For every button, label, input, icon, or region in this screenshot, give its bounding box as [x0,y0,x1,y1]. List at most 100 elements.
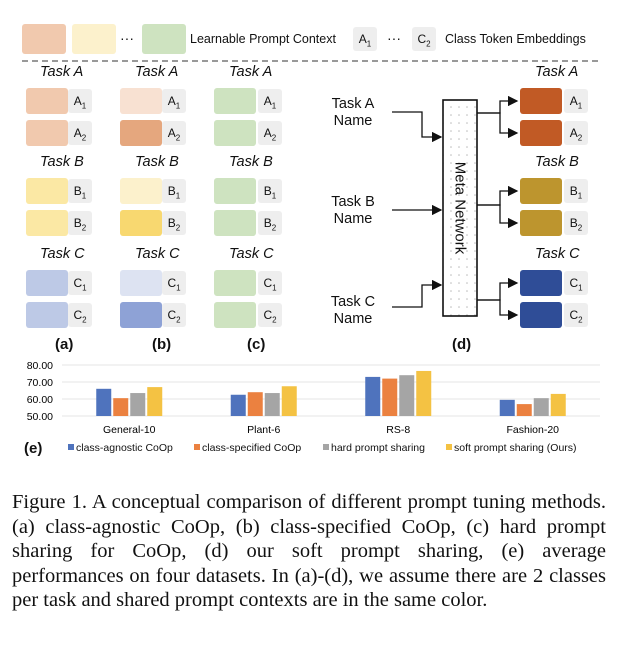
panel-d-prompt-c2 [520,302,562,328]
y-tick-label: 50.00 [27,411,53,423]
legend-divider [22,60,598,62]
token-letter: A [263,126,272,140]
token-sub: 1 [82,283,87,293]
legend-label: class-specified CoOp [202,442,302,454]
panel-b-label: (b) [152,336,172,353]
token-sub: 1 [578,283,583,293]
x-tick-label: RS-8 [386,424,410,436]
bar [399,375,415,416]
token-sub: 1 [271,191,277,201]
legend-swatch [68,444,74,450]
panel-d-task-c-label: Task C [535,246,580,262]
task-c-name-line2: Name [333,311,373,327]
token-sub: 1 [81,101,87,111]
panel-d-token-b1: B1 [564,179,588,203]
bar [499,399,515,416]
legend-swatch [323,444,329,450]
bar-chart: 80.00 70.00 60.00 50.00 General-10 Plant-6 RS-… [27,360,600,436]
token-sub: 1 [176,283,181,293]
y-tick-label: 80.00 [27,360,53,372]
token-letter: A [73,126,82,140]
meta-network-box [442,99,478,317]
legend-context-label: Learnable Prompt Context [190,32,336,46]
panel-e-label: (e) [24,440,43,457]
bar [130,393,146,416]
token-sub: 2 [272,315,277,325]
token-sub: 2 [577,133,583,143]
token-letter: B [569,216,578,230]
x-tick-label: General-10 [103,424,156,436]
legend-token-first-sub: 1 [366,39,372,49]
meta-network-diagram [392,95,519,321]
y-tick-label: 60.00 [27,394,53,406]
panel-d-token-b2: B2 [564,211,588,235]
panel-b-task-c-label: Task C [135,246,180,262]
legend-item: soft prompt sharing (Ours) [446,442,577,454]
bar [264,393,280,416]
token-letter: B [263,216,272,230]
token-sub: 2 [271,133,277,143]
legend-swatch [194,444,200,450]
token-letter: C [73,308,83,322]
panel-b-token-c2: C2 [162,303,186,327]
panel-d-task-b-label: Task B [535,154,579,170]
panel-a-label: (a) [55,336,74,353]
token-sub: 2 [82,315,87,325]
panel-d-task-a-label: Task A [535,64,579,80]
bar [365,376,381,416]
bar [247,392,263,416]
panel-b-prompt-c1 [120,270,162,296]
token-sub: 2 [578,315,583,325]
panel-c-prompt-a1 [214,88,256,114]
task-c-name: Task C Name [318,294,388,328]
y-tick-label: 70.00 [27,377,53,389]
token-letter: A [569,94,578,108]
panel-b-token-c1: C1 [162,271,186,295]
token-letter: B [569,184,578,198]
legend-token-ellipsis: ··· [387,30,401,46]
bar [113,398,129,416]
legend-ellipsis: ··· [120,30,134,46]
panel-a-token-b1: B1 [68,179,92,203]
token-letter: C [569,276,579,290]
bar [230,394,246,416]
task-a-name: Task A Name [318,96,388,130]
output-arrow-b2 [477,204,519,229]
legend-swatch-green [142,24,186,54]
bar [416,370,432,416]
panel-c-prompt-a2 [214,120,256,146]
input-arrow-task-a [392,111,443,143]
panel-d-token-a2: A2 [564,121,588,145]
token-letter: B [73,216,82,230]
token-sub: 1 [81,191,87,201]
token-letter: A [73,94,82,108]
panel-c-prompt-c2 [214,302,256,328]
panel-a-prompt-b2 [26,210,68,236]
task-b-name-line2: Name [333,211,373,227]
panel-a-token-c2: C2 [68,303,92,327]
panel-b-prompt-a1 [120,88,162,114]
token-sub: 2 [81,133,87,143]
token-letter: B [263,184,272,198]
task-a-name-line1: Task A [331,96,375,112]
legend-token-last: C2 [412,27,436,51]
panel-c-task-b-label: Task B [229,154,273,170]
panel-b-task-b-label: Task B [135,154,179,170]
panel-a-token-a2: A2 [68,121,92,145]
panel-b-token-a1: A1 [162,89,186,113]
panel-c-task-a-label: Task A [229,64,273,80]
panel-a-prompt-c2 [26,302,68,328]
panel-c-token-c2: C2 [258,303,282,327]
meta-network-label: Meta Network [451,161,469,255]
figure-caption: Figure 1. A conceptual comparison of dif… [12,491,606,611]
task-b-name-line1: Task B [331,194,375,210]
panel-a-token-a1: A1 [68,89,92,113]
legend-swatch-orange [22,24,66,54]
panel-c-token-b2: B2 [258,211,282,235]
panel-b-token-b1: B1 [162,179,186,203]
token-letter: B [167,184,176,198]
legend-item: class-agnostic CoOp [68,442,173,454]
panel-a-prompt-a2 [26,120,68,146]
panel-b-task-a-label: Task A [135,64,179,80]
bar [382,378,398,416]
